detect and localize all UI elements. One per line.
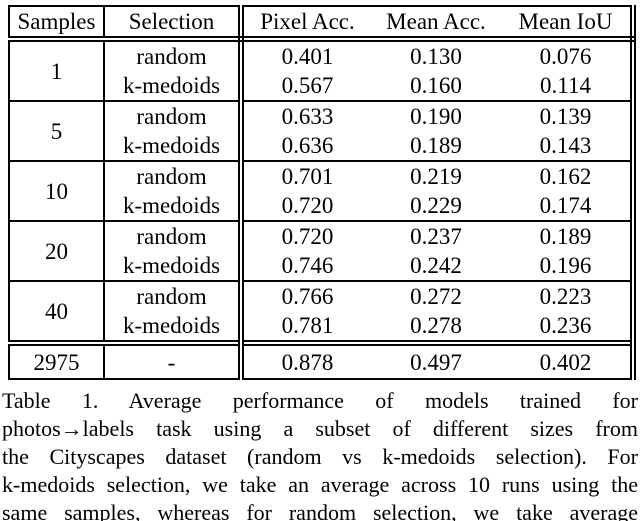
mean-iou-cell: 0.196 bbox=[501, 251, 636, 281]
table-row: k-medoids 0.746 0.242 0.196 bbox=[9, 251, 636, 281]
mean-iou-cell: 0.236 bbox=[501, 311, 636, 343]
mean-iou-cell: 0.223 bbox=[501, 280, 636, 311]
mean-acc-cell: 0.229 bbox=[410, 193, 462, 218]
mean-iou-cell: 0.114 bbox=[501, 71, 636, 101]
selection-cell: random bbox=[104, 220, 244, 251]
selection-cell: k-medoids bbox=[104, 251, 244, 281]
pixel-acc-cell: 0.766 bbox=[241, 280, 371, 311]
mean-acc-cell: 0.189 bbox=[410, 133, 462, 158]
samples-cell: 1 bbox=[8, 38, 105, 101]
pixel-acc-cell: 0.781 bbox=[281, 313, 334, 338]
mean-iou-cell: 0.143 bbox=[501, 131, 636, 161]
mean-iou-cell: 0.139 bbox=[501, 100, 636, 131]
selection-cell: k-medoids bbox=[104, 131, 244, 161]
samples-cell: 20 bbox=[8, 220, 105, 281]
table-row: 20 random 0.720 0.237 0.189 bbox=[8, 220, 636, 281]
mean-acc-cell: 0.160 bbox=[410, 73, 462, 98]
selection-cell: random bbox=[104, 160, 244, 191]
mean-iou-cell: 0.162 bbox=[501, 160, 636, 191]
table-row: 1 random 0.401 0.130 0.076 bbox=[8, 38, 636, 101]
mean-acc-cell: 0.497 bbox=[371, 340, 501, 380]
col-header-mean-iou: Mean IoU bbox=[501, 5, 636, 42]
mean-acc-cell: 0.237 bbox=[371, 220, 501, 251]
table-row: k-medoids 0.567 0.160 0.114 bbox=[9, 71, 636, 101]
pixel-acc-cell: 0.633 bbox=[241, 100, 371, 131]
caption-line: k-medoids selection, we take an average … bbox=[2, 472, 638, 497]
selection-cell: random bbox=[104, 38, 244, 71]
mean-acc-cell: 0.242 bbox=[410, 253, 462, 278]
selection-cell: k-medoids bbox=[104, 71, 244, 101]
mean-iou-cell: 0.076 bbox=[501, 38, 636, 71]
pixel-acc-cell: 0.720 bbox=[241, 220, 371, 251]
samples-cell: 40 bbox=[8, 280, 105, 343]
pixel-acc-cell: 0.401 bbox=[241, 38, 371, 71]
samples-cell: 5 bbox=[8, 100, 105, 161]
mean-iou-cell: 0.174 bbox=[501, 191, 636, 221]
selection-cell: random bbox=[104, 100, 244, 131]
selection-cell: - bbox=[104, 340, 244, 380]
header-row: Samples Selection Pixel Acc. Mean Acc. M… bbox=[8, 5, 636, 42]
mean-iou-cell: 0.189 bbox=[501, 220, 636, 251]
table-row: k-medoids 0.781 0.278 0.236 bbox=[9, 311, 636, 343]
samples-cell: 10 bbox=[8, 160, 105, 221]
pixel-acc-cell: 0.636 bbox=[281, 133, 334, 158]
pixel-acc-cell: 0.720 bbox=[281, 193, 334, 218]
table-caption: Table 1. Average performance of models t… bbox=[2, 387, 638, 521]
pixel-acc-cell: 0.878 bbox=[241, 340, 371, 380]
table-row: k-medoids 0.720 0.229 0.174 bbox=[9, 191, 636, 221]
selection-cell: k-medoids bbox=[104, 311, 244, 343]
mean-acc-cell: 0.130 bbox=[371, 38, 501, 71]
mean-acc-cell: 0.190 bbox=[371, 100, 501, 131]
mean-acc-cell: 0.219 bbox=[371, 160, 501, 191]
caption-line: photos→labels task using a subset of dif… bbox=[2, 416, 638, 441]
caption-line: Table 1. Average performance of models t… bbox=[2, 388, 638, 413]
table-row: 10 random 0.701 0.219 0.162 bbox=[8, 160, 636, 221]
pixel-acc-cell: 0.701 bbox=[241, 160, 371, 191]
samples-cell: 2975 bbox=[8, 340, 105, 380]
table-row-full-dataset: 2975 - 0.878 0.497 0.402 bbox=[8, 340, 636, 380]
pixel-acc-cell: 0.567 bbox=[281, 73, 334, 98]
table-row: 5 random 0.633 0.190 0.139 bbox=[8, 100, 636, 161]
results-table: Samples Selection Pixel Acc. Mean Acc. M… bbox=[8, 5, 636, 380]
selection-cell: random bbox=[104, 280, 244, 311]
mean-acc-cell: 0.272 bbox=[371, 280, 501, 311]
caption-line: the Cityscapes dataset (random vs k-medo… bbox=[2, 444, 638, 469]
pixel-acc-cell: 0.746 bbox=[281, 253, 334, 278]
col-header-selection: Selection bbox=[104, 5, 244, 42]
col-header-samples: Samples bbox=[8, 5, 105, 42]
selection-cell: k-medoids bbox=[104, 191, 244, 221]
col-header-pixel-acc: Pixel Acc. bbox=[241, 5, 371, 42]
caption-line: same samples, whereas for random selecti… bbox=[2, 500, 638, 521]
table-row: 40 random 0.766 0.272 0.223 bbox=[8, 280, 636, 343]
mean-iou-cell: 0.402 bbox=[501, 340, 636, 380]
table-row: k-medoids 0.636 0.189 0.143 bbox=[9, 131, 636, 161]
col-header-mean-acc: Mean Acc. bbox=[371, 5, 501, 42]
mean-acc-cell: 0.278 bbox=[410, 313, 462, 338]
